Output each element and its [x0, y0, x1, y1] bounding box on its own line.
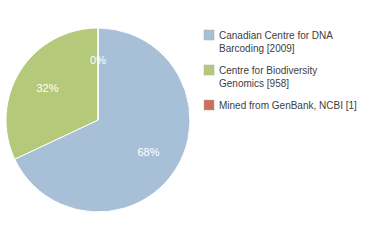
legend-swatch [204, 65, 214, 75]
legend-label: Centre for BiodiversityGenomics [958] [219, 65, 317, 89]
legend-label: Mined from GenBank, NCBI [1] [219, 100, 357, 111]
legend-swatch [204, 100, 214, 110]
data-label: 32% [36, 82, 58, 94]
chart: 68% 32% 0% Canadian Centre for DNABarcoding… [0, 0, 380, 240]
slice [98, 28, 99, 120]
data-label: 0% [90, 54, 106, 66]
legend-item: Canadian Centre for DNABarcoding [2009] [204, 30, 333, 54]
data-labels: 68% 32% 0% [36, 54, 159, 158]
legend-swatch [204, 30, 214, 40]
slice [6, 28, 98, 159]
pie [6, 28, 190, 212]
legend: Canadian Centre for DNABarcoding [2009] C… [204, 30, 357, 111]
data-label: 68% [137, 146, 159, 158]
legend-label: Canadian Centre for DNABarcoding [2009] [219, 30, 333, 54]
legend-item: Centre for BiodiversityGenomics [958] [204, 65, 317, 89]
legend-item: Mined from GenBank, NCBI [1] [204, 100, 357, 111]
